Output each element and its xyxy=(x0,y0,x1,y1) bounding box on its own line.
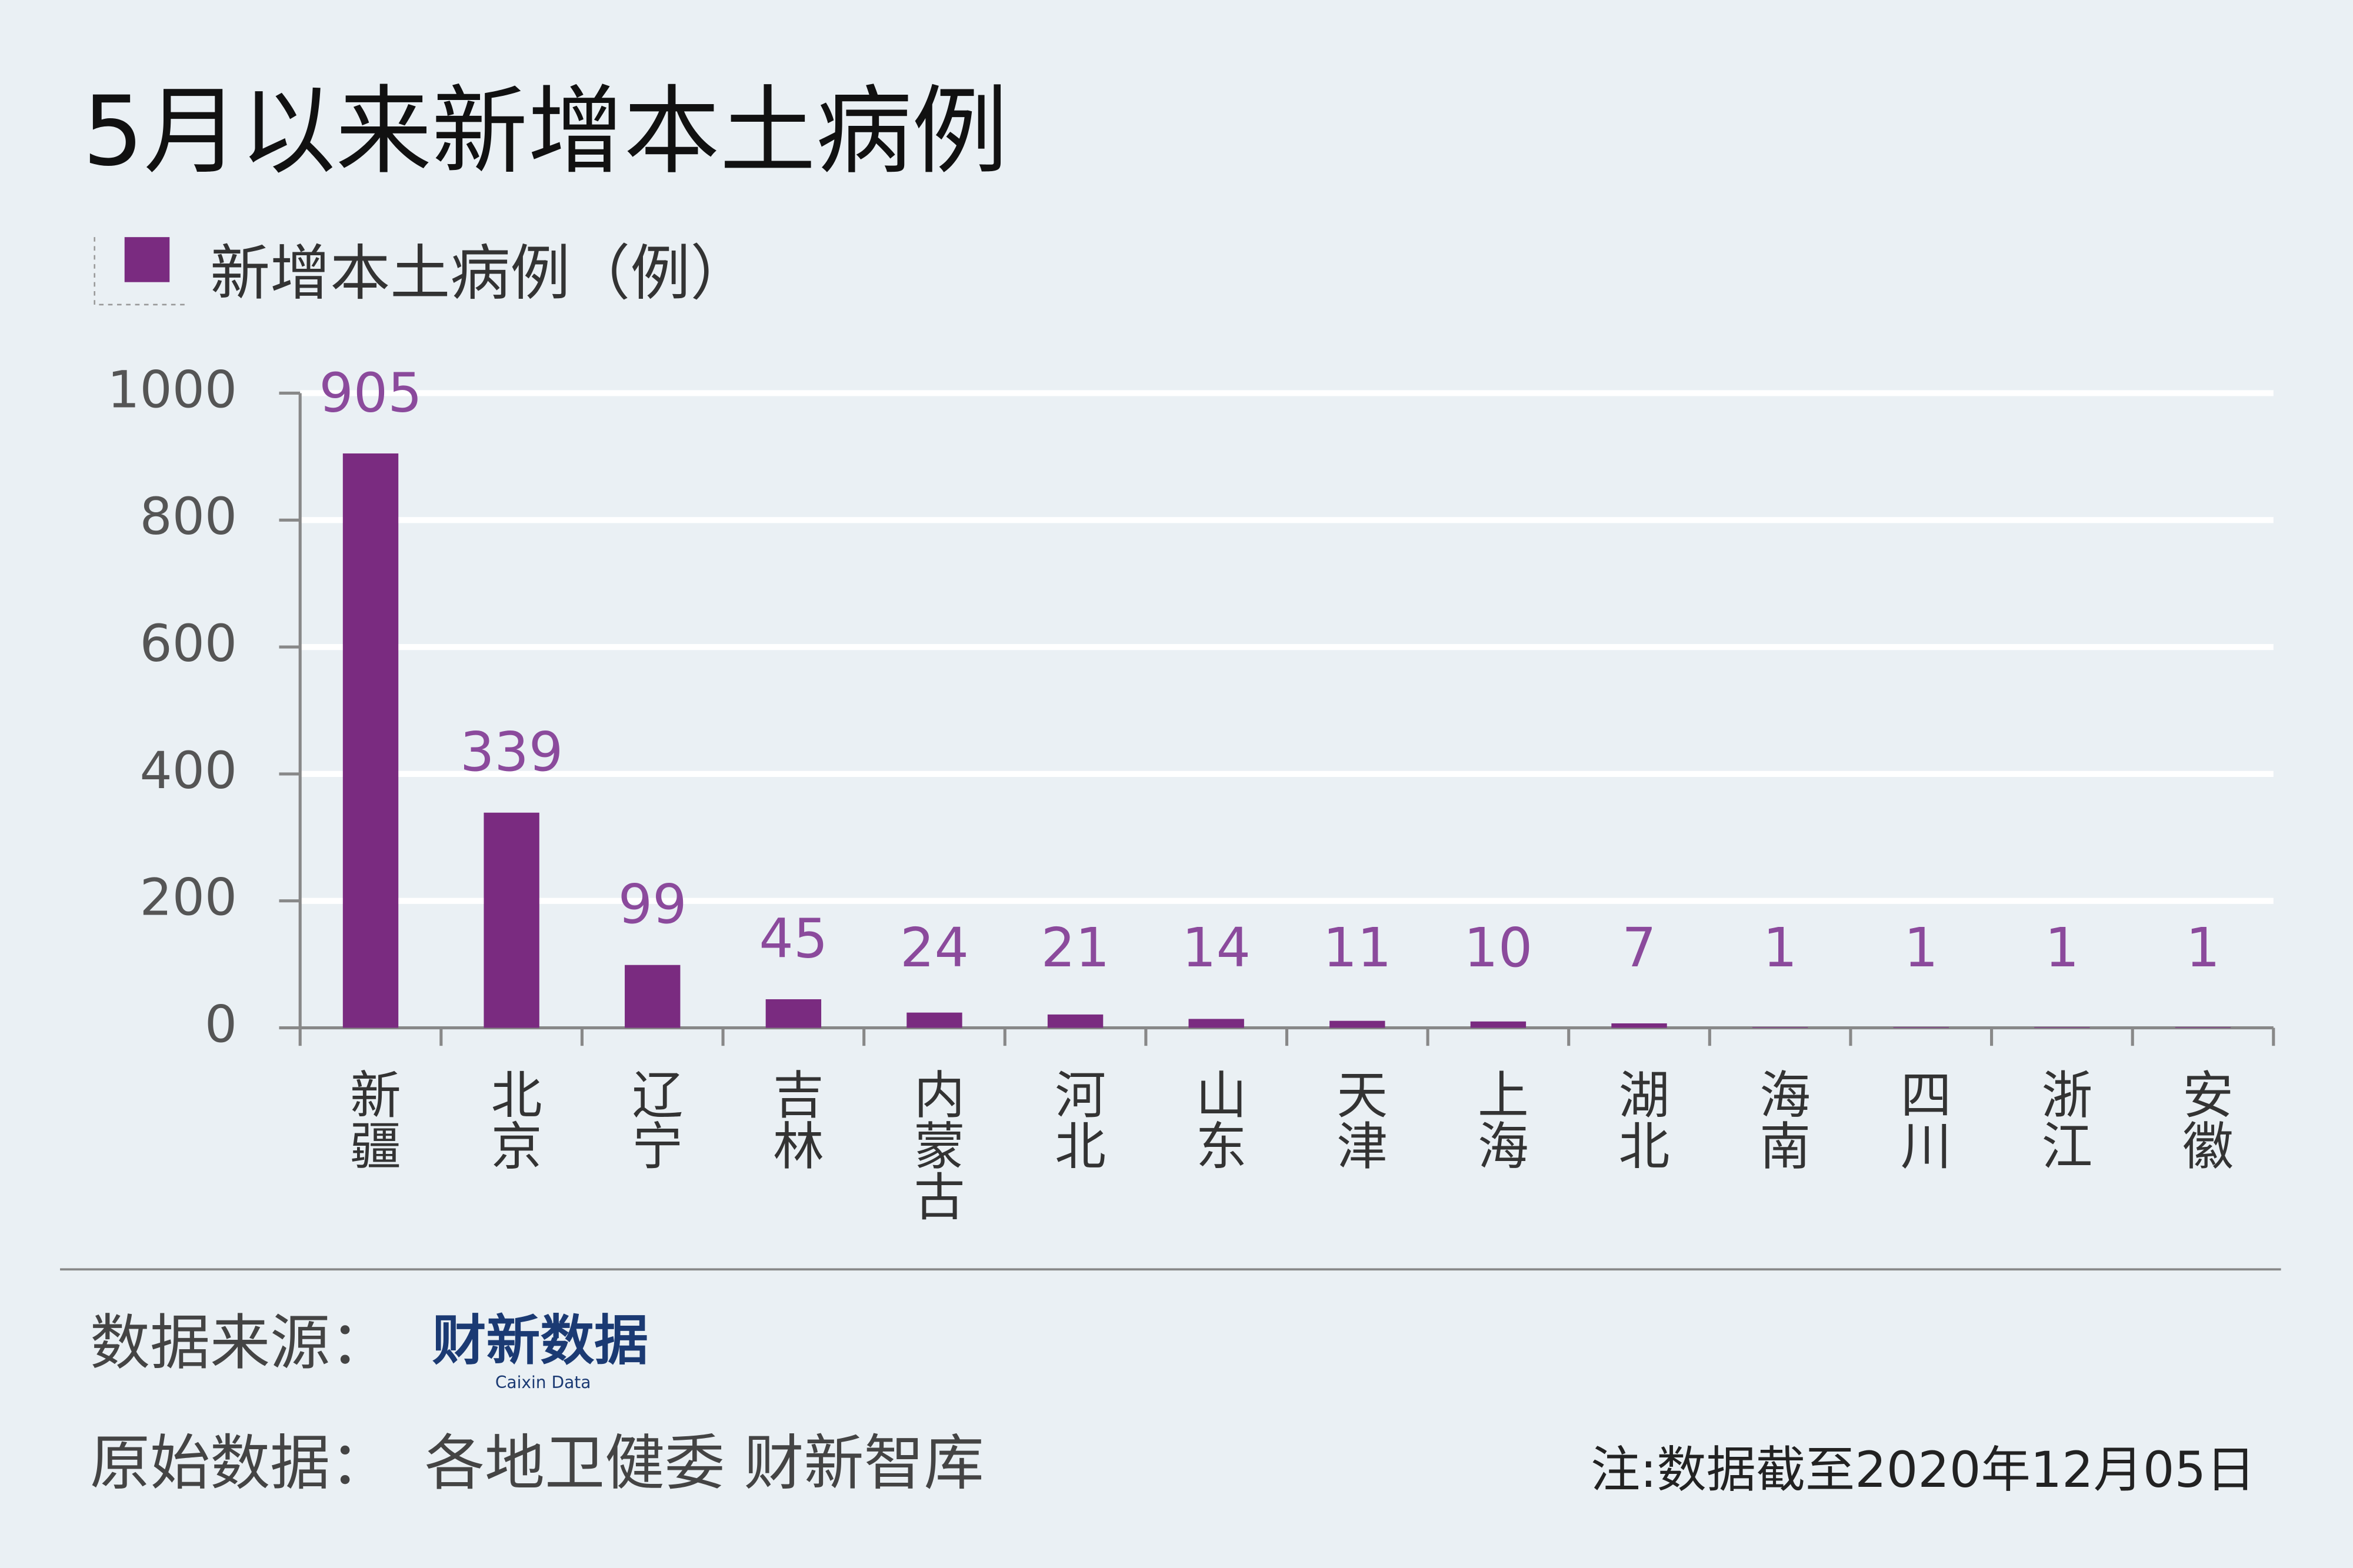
bar xyxy=(1470,1021,1527,1028)
value-label: 11 xyxy=(1323,916,1392,979)
bar xyxy=(906,1012,962,1028)
x-tick-label: 湖北 xyxy=(1609,1068,1669,1170)
x-tick-label: 上海 xyxy=(1468,1068,1528,1170)
bar xyxy=(765,999,822,1028)
value-label: 10 xyxy=(1464,916,1532,979)
value-label: 1 xyxy=(2045,916,2079,979)
chart-title: 5月以来新增本土病例 xyxy=(82,75,1008,188)
value-label: 45 xyxy=(759,907,828,970)
legend-frame xyxy=(94,237,188,306)
x-tick-label: 海南 xyxy=(1751,1068,1810,1170)
value-label: 1 xyxy=(2186,916,2220,979)
value-label: 14 xyxy=(1182,916,1251,979)
legend-label: 新增本土病例（例） xyxy=(210,239,750,309)
value-label: 1 xyxy=(1763,916,1797,979)
source-logo-sub: Caixin Data xyxy=(495,1373,591,1392)
bar xyxy=(1188,1019,1244,1028)
value-label: 905 xyxy=(319,361,422,424)
x-tick-label: 吉林 xyxy=(764,1068,823,1170)
y-tick-label: 200 xyxy=(140,868,238,928)
source-logo: 财新数据 xyxy=(432,1309,648,1372)
y-tick-label: 800 xyxy=(140,487,238,546)
x-tick-label: 安徽 xyxy=(2173,1068,2232,1170)
bar xyxy=(1047,1014,1104,1028)
value-label: 1 xyxy=(1904,916,1938,979)
original-source: 各地卫健委 财新智库 xyxy=(425,1429,984,1499)
x-tick-label: 内蒙古 xyxy=(905,1068,964,1221)
bar xyxy=(625,965,681,1028)
x-tick-label: 新疆 xyxy=(341,1068,401,1170)
x-tick-label: 北京 xyxy=(482,1068,541,1170)
x-tick-label: 四川 xyxy=(1891,1068,1951,1170)
x-tick-label: 山东 xyxy=(1187,1068,1246,1170)
x-tick-label: 浙江 xyxy=(2032,1068,2092,1170)
x-tick-label: 天津 xyxy=(1328,1068,1387,1170)
value-label: 99 xyxy=(618,873,687,936)
y-tick-label: 1000 xyxy=(107,360,237,419)
y-tick-label: 400 xyxy=(140,741,238,800)
value-label: 7 xyxy=(1622,916,1656,979)
x-tick-label: 辽宁 xyxy=(623,1068,682,1170)
x-tick-label: 河北 xyxy=(1046,1068,1105,1170)
source-label: 数据来源： xyxy=(90,1309,390,1379)
bar xyxy=(1329,1020,1385,1028)
bar xyxy=(1611,1023,1667,1028)
bar xyxy=(484,812,539,1028)
bar xyxy=(342,453,399,1028)
value-label: 339 xyxy=(460,720,563,783)
value-label: 21 xyxy=(1041,916,1110,979)
y-tick-label: 600 xyxy=(140,614,238,673)
legend-swatch xyxy=(124,237,170,282)
value-label: 24 xyxy=(900,916,969,979)
y-tick-label: 0 xyxy=(205,995,237,1054)
original-label: 原始数据： xyxy=(90,1429,390,1499)
note: 注:数据截至2020年12月05日 xyxy=(1591,1441,2255,1499)
